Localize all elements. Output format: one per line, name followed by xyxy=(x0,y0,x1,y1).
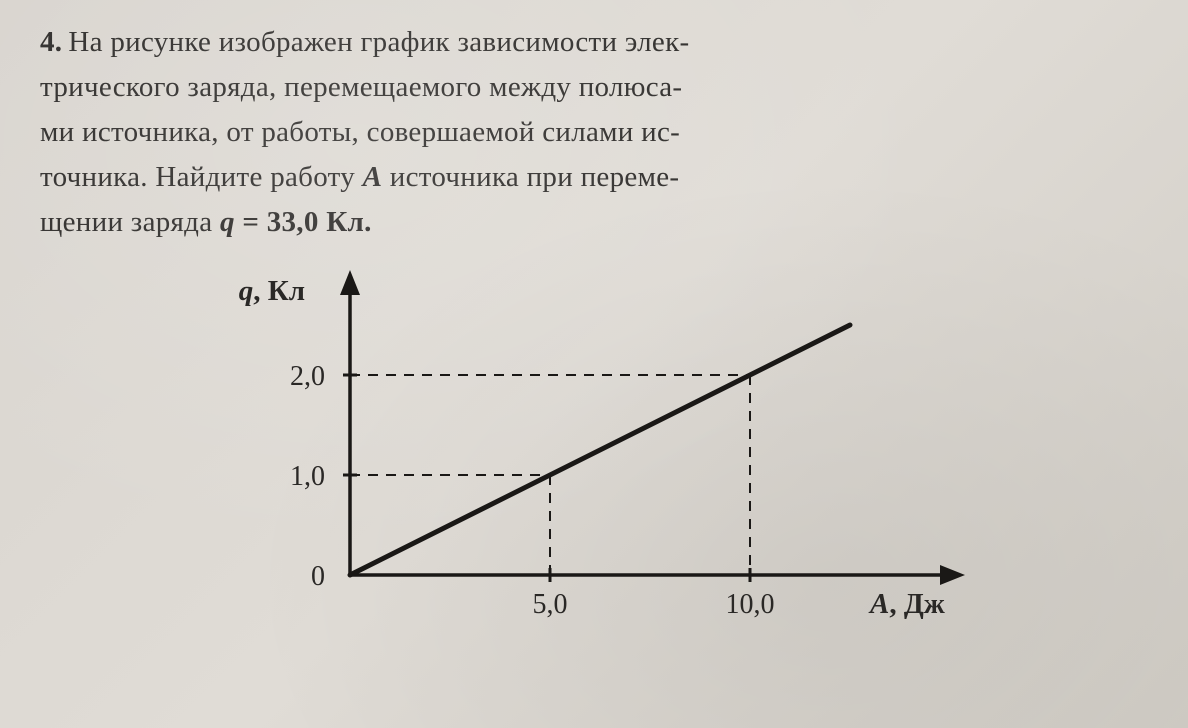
text-eq: = xyxy=(235,206,267,238)
y-tick-label-1: 1,0 xyxy=(290,461,325,492)
y-axis-var: q xyxy=(239,275,254,307)
x-axis-unit: , Дж xyxy=(889,588,944,620)
text-line-5a: щении заряда xyxy=(40,206,220,238)
text-line-4b: источника при переме- xyxy=(382,161,679,193)
y-axis-arrow xyxy=(340,270,360,295)
chart-container: 0 1,0 2,0 5,0 10,0 q, Кл A, Дж xyxy=(230,265,980,645)
y-axis-title: q, Кл xyxy=(239,275,305,307)
x-tick-label-1: 5,0 xyxy=(533,589,568,620)
text-line-4a: точника. Найдите работу xyxy=(40,161,363,193)
variable-A: A xyxy=(363,161,383,193)
problem-number: 4. xyxy=(40,26,62,58)
x-tick-label-2: 10,0 xyxy=(726,589,775,620)
chart-svg: 0 1,0 2,0 5,0 10,0 q, Кл A, Дж xyxy=(230,265,980,645)
x-axis-var: A xyxy=(868,588,889,620)
value-q: 33,0 Кл. xyxy=(267,206,372,238)
x-axis-arrow xyxy=(940,565,965,585)
text-line-2: трического заряда, перемещаемого между п… xyxy=(40,71,682,103)
y-tick-label-0: 0 xyxy=(311,561,325,592)
y-tick-label-2: 2,0 xyxy=(290,361,325,392)
text-line-3: ми источника, от работы, совершаемой сил… xyxy=(40,116,680,148)
variable-q: q xyxy=(220,206,235,238)
problem-text: 4.На рисунке изображен график зависимост… xyxy=(30,20,1158,245)
text-line-1: На рисунке изображен график зависимости … xyxy=(68,26,689,58)
data-line xyxy=(350,325,850,575)
x-axis-title: A, Дж xyxy=(868,588,945,620)
y-axis-unit: , Кл xyxy=(253,275,305,307)
